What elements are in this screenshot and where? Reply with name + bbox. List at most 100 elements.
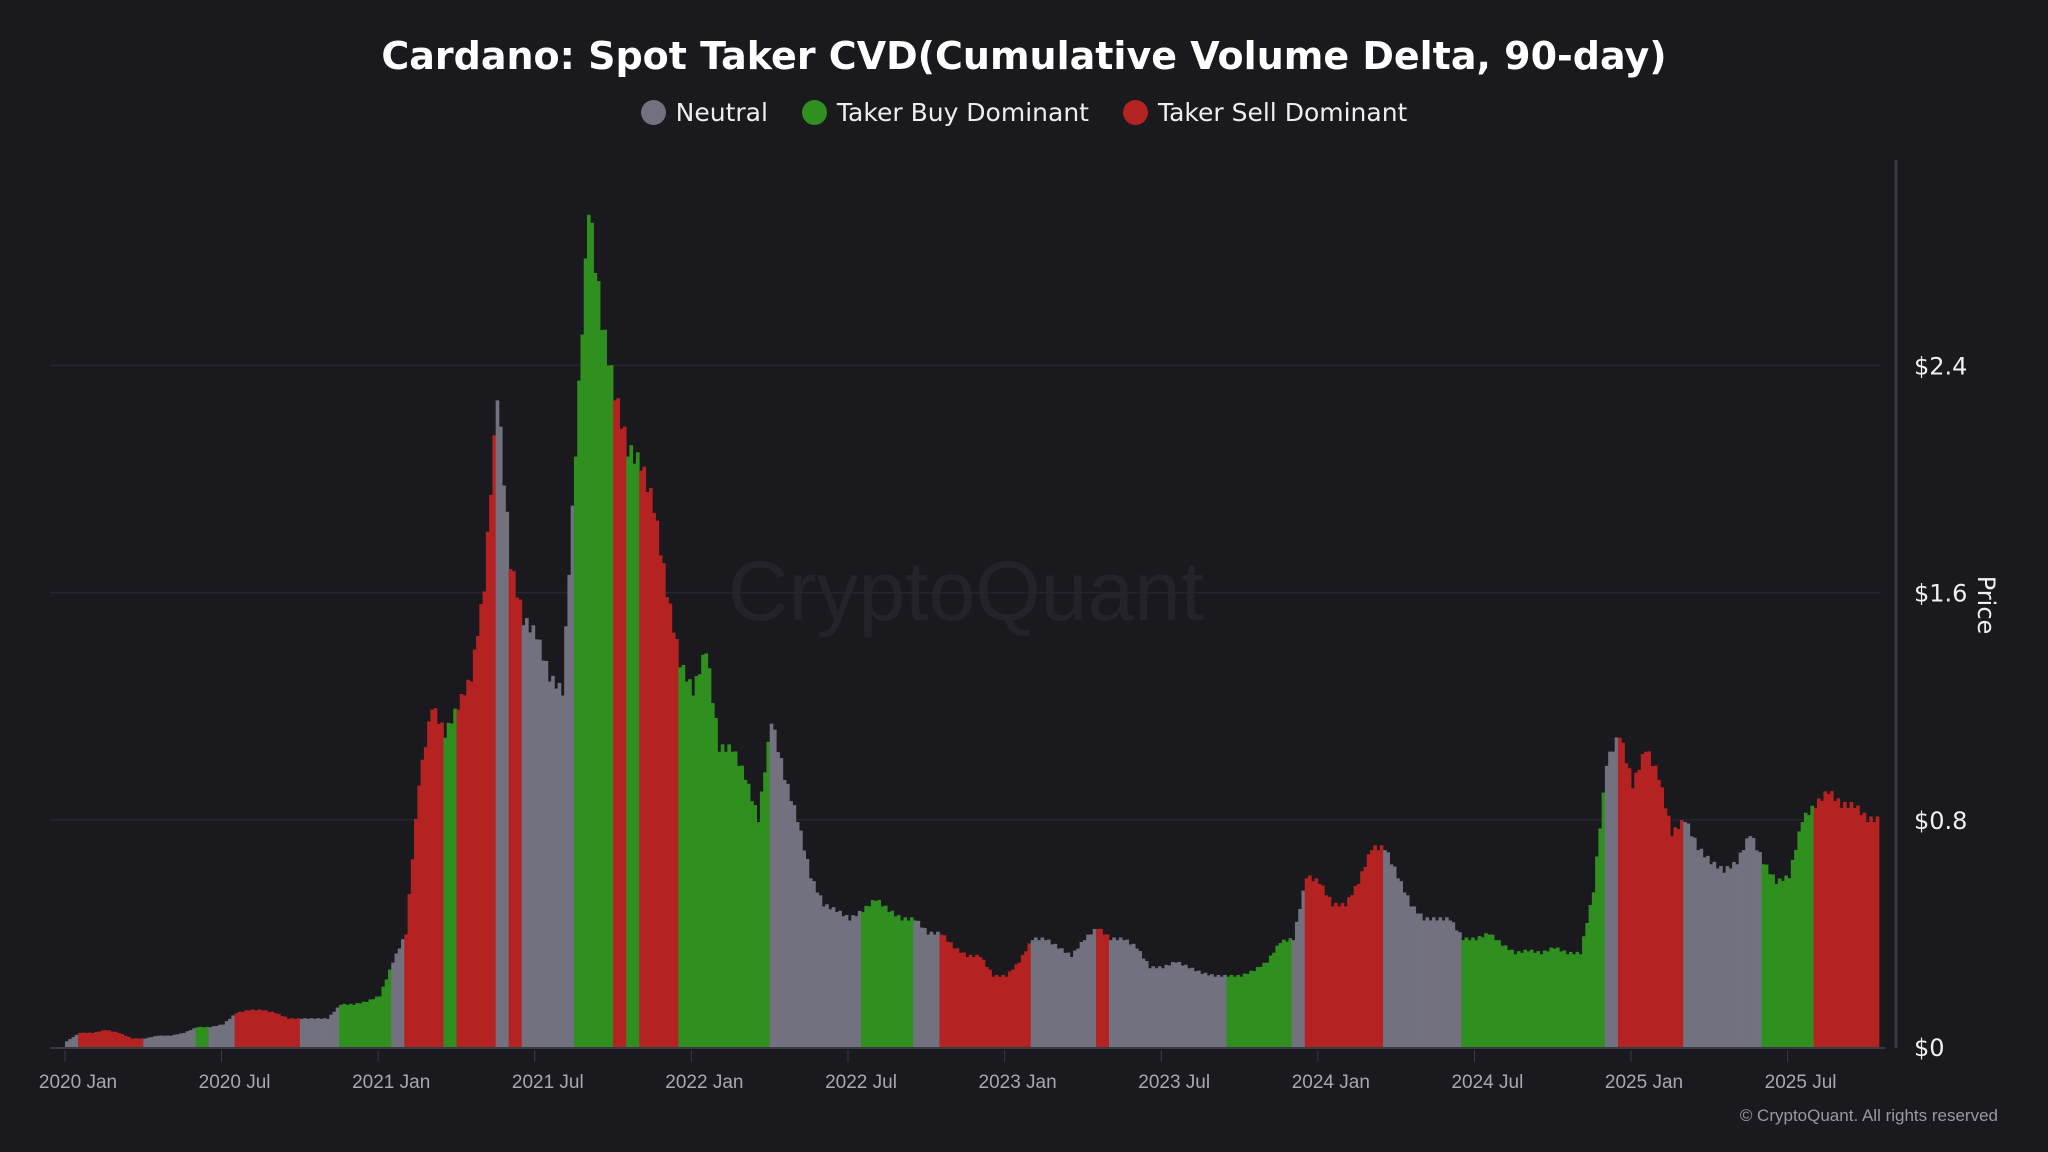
price-bar-sell bbox=[440, 722, 444, 1047]
price-bar-neutral bbox=[394, 953, 399, 1047]
price-bar-sell bbox=[1366, 854, 1371, 1047]
price-bar-neutral bbox=[560, 695, 565, 1047]
price-bar-buy bbox=[900, 920, 904, 1047]
price-bar-sell bbox=[117, 1032, 121, 1047]
price-bar-neutral bbox=[1177, 961, 1182, 1047]
x-tick-label: 2021 Jul bbox=[512, 1072, 584, 1093]
price-bar-buy bbox=[1768, 874, 1772, 1047]
price-bar-sell bbox=[1820, 800, 1824, 1047]
price-bar-neutral bbox=[1758, 852, 1762, 1047]
price-bar-buy bbox=[1520, 952, 1524, 1047]
price-bar-neutral bbox=[1118, 937, 1123, 1047]
price-bar-sell bbox=[1617, 737, 1622, 1047]
x-tick-label: 2020 Jul bbox=[199, 1072, 271, 1093]
x-tick-label: 2020 Jan bbox=[39, 1072, 117, 1093]
price-bar-buy bbox=[714, 717, 718, 1047]
price-bar-neutral bbox=[306, 1018, 311, 1047]
price-bar-sell bbox=[1308, 875, 1312, 1047]
price-bar-neutral bbox=[802, 850, 806, 1047]
price-bar-sell bbox=[1304, 878, 1309, 1047]
price-bar-buy bbox=[1595, 856, 1599, 1047]
price-bar-sell bbox=[459, 693, 464, 1047]
price-bar-sell bbox=[1634, 772, 1638, 1047]
price-bar-buy bbox=[635, 452, 640, 1047]
price-bar-sell bbox=[1334, 902, 1338, 1047]
price-bar-sell bbox=[1843, 801, 1847, 1047]
price-bar-buy bbox=[1800, 822, 1805, 1047]
price-bar-buy bbox=[387, 969, 392, 1047]
price-bar-neutral bbox=[854, 916, 859, 1047]
price-bar-sell bbox=[123, 1035, 128, 1047]
price-bar-buy bbox=[1255, 967, 1260, 1047]
price-bar-neutral bbox=[221, 1024, 226, 1047]
price-bar-neutral bbox=[1216, 974, 1221, 1047]
price-bar-neutral bbox=[215, 1025, 219, 1047]
price-bar-buy bbox=[1774, 883, 1779, 1047]
price-bar-sell bbox=[293, 1018, 298, 1047]
price-bar-buy bbox=[737, 765, 741, 1047]
price-bar-sell bbox=[958, 952, 963, 1047]
price-bar-buy bbox=[1272, 952, 1276, 1047]
price-bar-neutral bbox=[1138, 951, 1143, 1047]
price-bar-sell bbox=[1621, 742, 1625, 1047]
price-bar-sell bbox=[140, 1038, 144, 1047]
price-bar-neutral bbox=[792, 805, 797, 1047]
price-bar-sell bbox=[1020, 954, 1025, 1047]
price-bar-buy bbox=[580, 334, 585, 1047]
price-bar-sell bbox=[1846, 808, 1850, 1047]
price-bar-neutral bbox=[312, 1018, 317, 1047]
price-bar-neutral bbox=[1066, 952, 1071, 1047]
price-bar-sell bbox=[518, 599, 523, 1047]
price-bar-neutral bbox=[1692, 837, 1697, 1047]
price-bar-buy bbox=[371, 999, 376, 1047]
price-bar-neutral bbox=[326, 1018, 330, 1047]
price-bar-neutral bbox=[153, 1036, 157, 1047]
price-bar-neutral bbox=[538, 639, 542, 1047]
price-bar-sell bbox=[991, 976, 996, 1047]
price-bar-sell bbox=[267, 1011, 271, 1047]
price-bar-buy bbox=[355, 1003, 360, 1047]
price-bar-sell bbox=[1007, 971, 1012, 1047]
price-bar-buy bbox=[1288, 938, 1293, 1047]
price-bar-sell bbox=[280, 1016, 284, 1047]
price-bar-neutral bbox=[495, 400, 500, 1048]
price-bar-sell bbox=[133, 1038, 138, 1047]
neutral-dot-icon bbox=[640, 100, 666, 125]
price-bar-sell bbox=[675, 639, 679, 1047]
price-bar-buy bbox=[893, 916, 898, 1047]
price-bar-sell bbox=[91, 1032, 95, 1047]
price-bar-sell bbox=[942, 935, 947, 1047]
price-bar-neutral bbox=[782, 779, 787, 1047]
price-bar-neutral bbox=[159, 1035, 164, 1047]
price-bar-sell bbox=[1363, 866, 1368, 1047]
legend-item-neutral[interactable]: Neutral bbox=[640, 98, 768, 127]
price-bar-neutral bbox=[1291, 940, 1296, 1047]
price-bar-neutral bbox=[551, 675, 555, 1047]
price-bar-sell bbox=[1673, 827, 1678, 1047]
price-bar-buy bbox=[453, 708, 457, 1047]
price-bar-sell bbox=[283, 1016, 288, 1047]
price-bar-neutral bbox=[1722, 872, 1727, 1047]
legend-item-buy[interactable]: Taker Buy Dominant bbox=[801, 98, 1089, 127]
price-bar-neutral bbox=[1187, 968, 1191, 1047]
price-bar-buy bbox=[593, 272, 598, 1047]
price-bar-neutral bbox=[1144, 961, 1149, 1047]
price-bar-buy bbox=[381, 986, 386, 1047]
price-bar-buy bbox=[1598, 828, 1603, 1047]
x-tick-label: 2023 Jul bbox=[1138, 1072, 1210, 1093]
price-bar-neutral bbox=[1604, 765, 1609, 1047]
legend-item-sell[interactable]: Taker Sell Dominant bbox=[1122, 98, 1407, 127]
price-bar-sell bbox=[113, 1031, 118, 1047]
price-bar-sell bbox=[616, 398, 621, 1047]
price-bar-buy bbox=[443, 737, 448, 1047]
price-bar-neutral bbox=[166, 1035, 170, 1047]
price-bar-buy bbox=[606, 365, 611, 1047]
price-bar-neutral bbox=[335, 1007, 340, 1047]
price-bar-buy bbox=[733, 751, 738, 1047]
price-bar-buy bbox=[202, 1027, 206, 1047]
price-bar-neutral bbox=[1402, 892, 1407, 1047]
price-bar-neutral bbox=[1608, 751, 1612, 1047]
sell-dot-icon bbox=[1122, 100, 1148, 125]
price-bar-neutral bbox=[1715, 868, 1720, 1047]
